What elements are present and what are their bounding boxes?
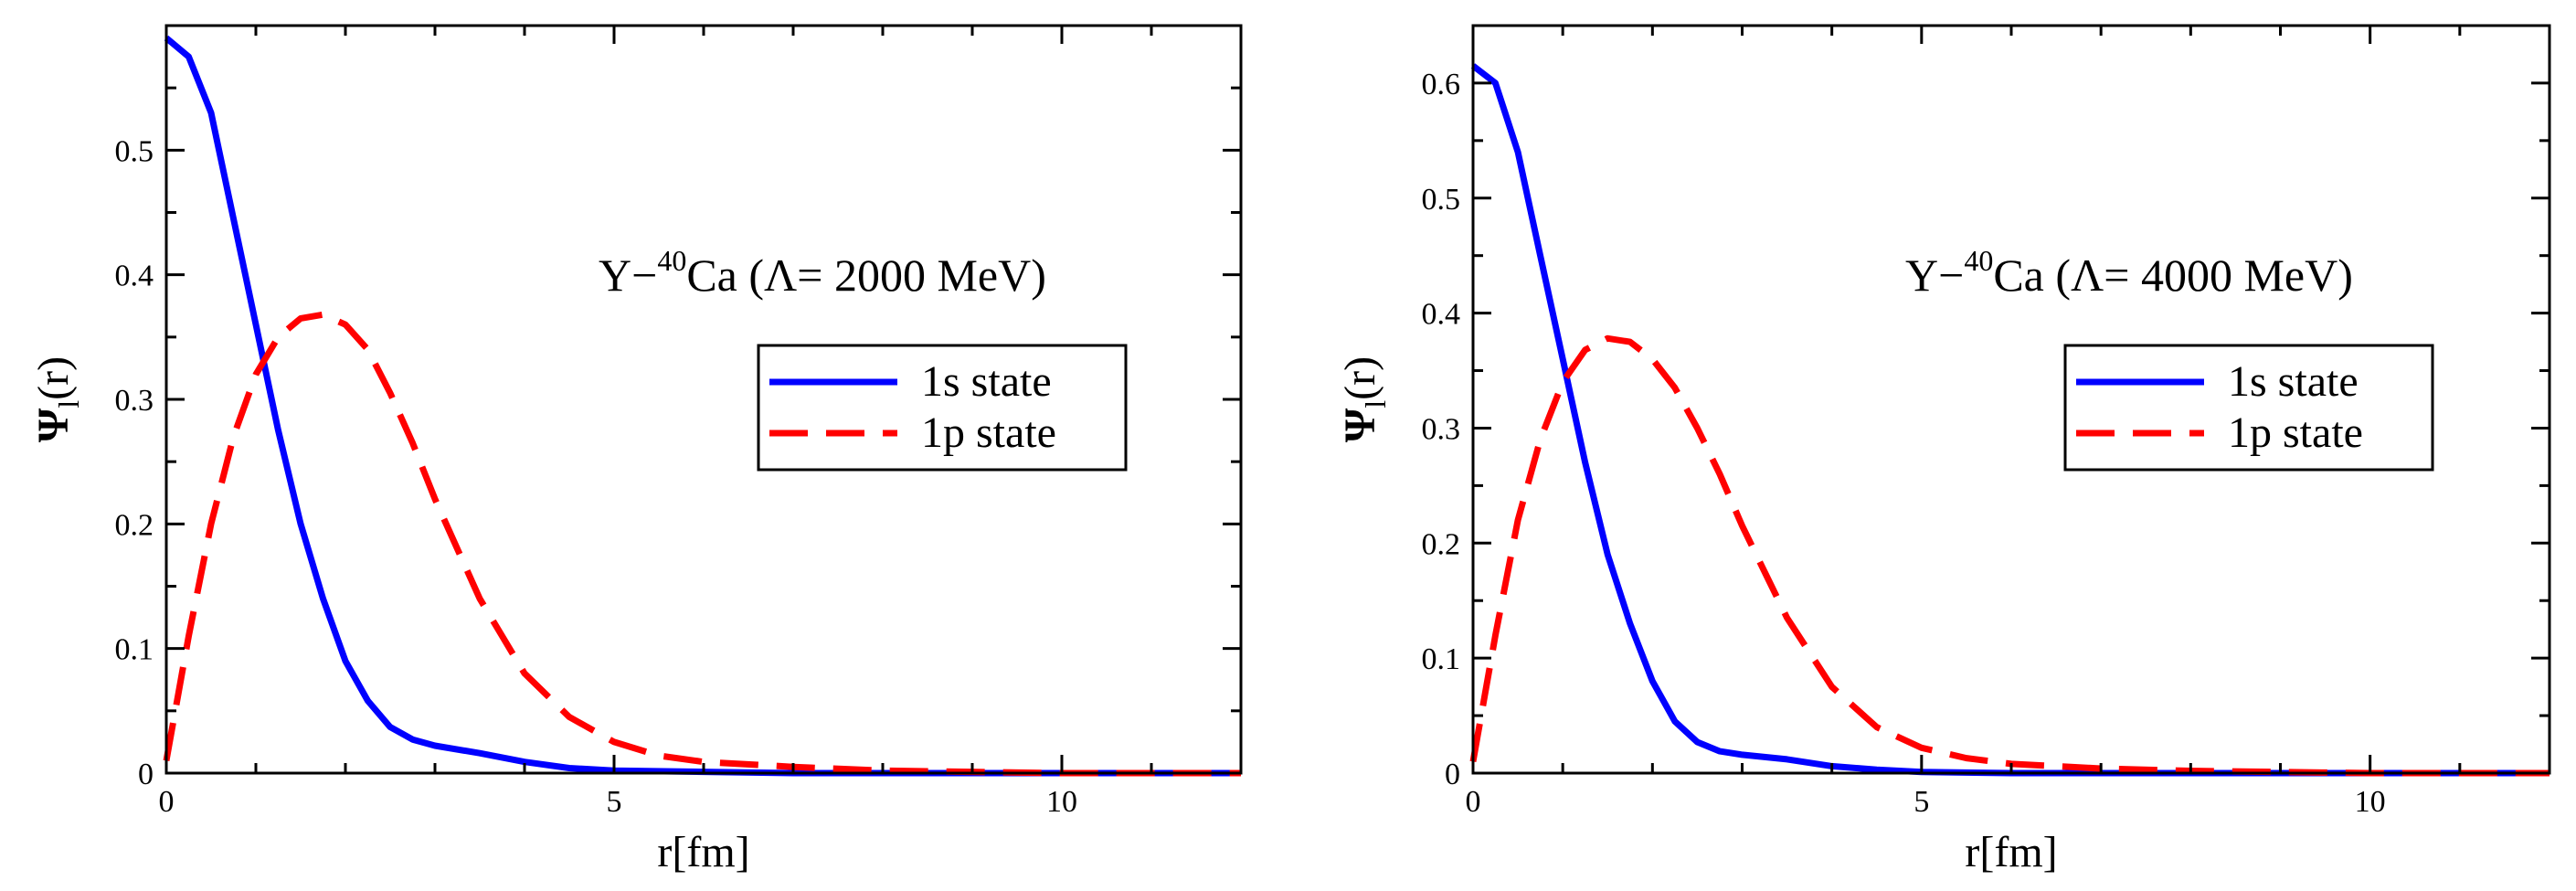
chart-0-x-tick-label: 10 (1046, 785, 1077, 819)
chart-1-y-axis-label-tail: (r) (1336, 356, 1384, 400)
chart-1-y-tick-label: 0.4 (1422, 298, 1461, 332)
chart-0-x-tick-label: 0 (159, 785, 175, 819)
chart-1-x-axis-label: r[fm] (1965, 828, 2057, 876)
chart-1-y-tick-label: 0 (1445, 758, 1460, 791)
right-chart-panel: 0 5 10 0 0.1 0.2 0.3 0.4 0.5 0.6 r[fm] Ψl(r) Y−40Ca … (1336, 24, 2551, 876)
chart-0-y-axis-label-subscript: l (52, 400, 85, 408)
chart-0-y-tick-label: 0.4 (115, 260, 154, 293)
chart-1-y-tick-label: 0.5 (1422, 183, 1461, 217)
chart-0-y-axis-label-tail: (r) (29, 356, 78, 400)
chart-0-annotation-superscript: 40 (657, 244, 686, 277)
chart-1-annotation-prefix: Y− (1905, 249, 1964, 301)
chart-0-annotation: Y−40Ca (Λ= 2000 MeV) (599, 244, 1046, 301)
chart-0-legend-label-1s: 1s state (921, 357, 1052, 406)
chart-0-annotation-prefix: Y− (599, 249, 657, 301)
chart-1-x-tick-label: 0 (1466, 785, 1481, 819)
chart-1-y-axis-label-subscript: l (1359, 400, 1392, 408)
chart-1-y-tick-label: 0.3 (1422, 412, 1461, 446)
chart-0-series-1p-line (163, 311, 1241, 777)
left-chart-panel: 0 5 10 0 0.1 0.2 0.3 0.4 0.5 r[fm] Ψl(r) Y−40Ca (Λ=… (29, 24, 1243, 876)
chart-0-legend-label-1p: 1p state (921, 408, 1056, 457)
chart-0-legend-box (757, 344, 1128, 472)
chart-0-y-tick-label: 0.3 (115, 384, 154, 418)
chart-0-y-tick-label: 0 (138, 758, 154, 791)
chart-0-x-tick-label: 5 (607, 785, 622, 819)
chart-1-legend-box (2063, 344, 2434, 472)
chart-1-legend-label-1p: 1p state (2228, 408, 2363, 457)
chart-0-y-axis-label: Ψl(r) (29, 356, 85, 442)
chart-1-x-tick-label: 10 (2355, 785, 2386, 819)
chart-0-x-axis-label: r[fm] (657, 828, 749, 876)
chart-1-y-tick-label: 0.6 (1422, 68, 1461, 101)
chart-0-y-tick-label: 0.2 (115, 508, 154, 542)
chart-1-annotation-rest: Ca (Λ= 4000 MeV) (1993, 249, 2353, 301)
chart-1-y-tick-label: 0.2 (1422, 527, 1461, 561)
chart-0-y-tick-label: 0.1 (115, 633, 154, 667)
chart-1-x-tick-label: 5 (1913, 785, 1929, 819)
chart-1-y-axis-label: Ψl(r) (1336, 356, 1392, 442)
chart-1-y-tick-label: 0.1 (1422, 642, 1461, 676)
chart-1-annotation: Y−40Ca (Λ= 4000 MeV) (1905, 244, 2353, 301)
chart-0-annotation-rest: Ca (Λ= 2000 MeV) (686, 249, 1046, 301)
chart-1-legend-label-1s: 1s state (2228, 357, 2359, 406)
chart-1-y-axis-label-symbol: Ψ (1336, 408, 1384, 442)
chart-0-y-axis-label-symbol: Ψ (29, 408, 78, 442)
chart-1-series-1p-line (1469, 334, 2549, 777)
chart-0-y-tick-label: 0.5 (115, 134, 154, 168)
chart-1-annotation-superscript: 40 (1964, 244, 1993, 277)
